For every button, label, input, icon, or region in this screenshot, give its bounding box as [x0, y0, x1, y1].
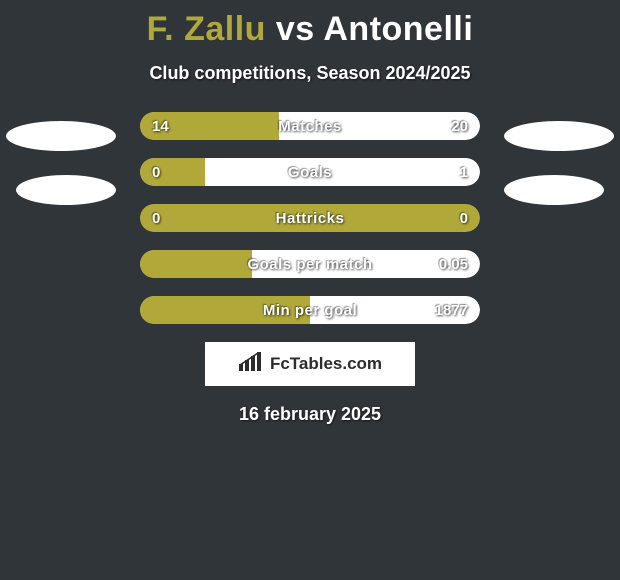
row-label: Hattricks: [140, 204, 480, 232]
title-vs: vs: [276, 10, 315, 48]
title-player2: Antonelli: [323, 10, 473, 48]
brand-text: FcTables.com: [270, 354, 382, 374]
row-label: Matches: [140, 112, 480, 140]
row-label: Min per goal: [140, 296, 480, 324]
player2-badge-top: [504, 121, 614, 151]
subtitle: Club competitions, Season 2024/2025: [0, 63, 620, 84]
row-label: Goals: [140, 158, 480, 186]
stat-row: Min per goal1877: [140, 296, 480, 324]
row-value-right: 20: [451, 112, 468, 140]
player1-badge-bottom: [16, 175, 116, 205]
stats-rows: 14Matches200Goals10Hattricks0Goals per m…: [140, 112, 480, 324]
player2-badge-bottom: [504, 175, 604, 205]
stat-row: Goals per match0.05: [140, 250, 480, 278]
page-title: F. Zallu vs Antonelli: [0, 0, 620, 49]
row-value-right: 1: [460, 158, 468, 186]
chart-icon: [238, 352, 264, 377]
date-text: 16 february 2025: [0, 404, 620, 425]
stat-row: 0Goals1: [140, 158, 480, 186]
player1-badge-top: [6, 121, 116, 151]
brand-badge: FcTables.com: [205, 342, 415, 386]
stat-row: 14Matches20: [140, 112, 480, 140]
title-player1: F. Zallu: [147, 10, 266, 48]
row-value-right: 0: [460, 204, 468, 232]
row-label: Goals per match: [140, 250, 480, 278]
stat-row: 0Hattricks0: [140, 204, 480, 232]
row-value-right: 1877: [435, 296, 468, 324]
row-value-right: 0.05: [439, 250, 468, 278]
